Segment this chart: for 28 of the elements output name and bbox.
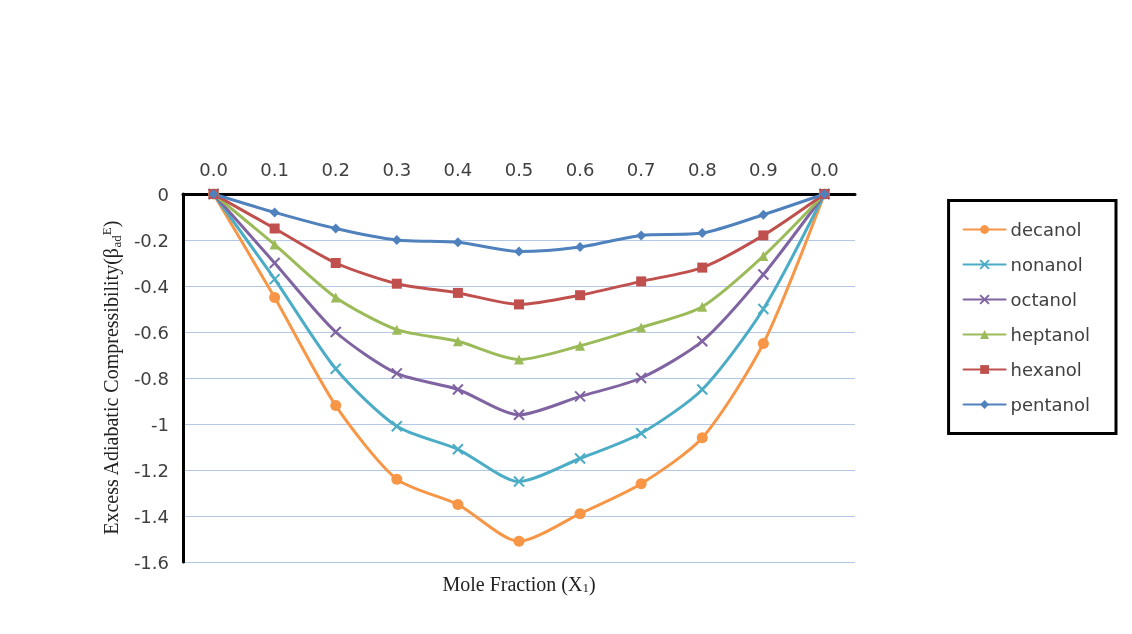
- legend-label: hexanol: [1010, 359, 1082, 380]
- y-tick-label: -1.6: [133, 551, 169, 573]
- x-tick-label: 0.0: [199, 158, 228, 180]
- x-tick-label: 0.1: [260, 158, 289, 180]
- y-tick-label: -0.4: [133, 275, 169, 297]
- legend-label: octanol: [1010, 289, 1077, 310]
- y-tick-label: 0: [157, 183, 169, 205]
- legend-label: decanol: [1010, 219, 1082, 240]
- legend-label: nonanol: [1010, 254, 1083, 275]
- x-tick-label: 0.4: [443, 158, 473, 180]
- x-tick-label: 0.8: [687, 158, 717, 180]
- legend-label: heptanol: [1010, 324, 1090, 345]
- x-tick-label: 0.7: [626, 158, 656, 180]
- y-tick-label: -1.4: [133, 505, 169, 527]
- x-tick-label: 0.5: [504, 158, 534, 180]
- legend-label: pentanol: [1010, 394, 1090, 415]
- y-tick-label: -0.2: [133, 229, 169, 251]
- y-tick-label: -1.2: [133, 459, 169, 481]
- y-tick-label: -0.6: [133, 321, 169, 343]
- x-tick-label: 0.0: [810, 158, 839, 180]
- x-tick-label: 0.6: [565, 158, 595, 180]
- x-axis-title: Mole Fraction (X1): [442, 572, 596, 596]
- x-tick-label: 0.9: [749, 158, 778, 180]
- x-tick-label: 0.3: [382, 158, 412, 180]
- y-tick-label: -1: [151, 413, 169, 435]
- y-axis-title: Excess Adiabatic Compressibility(βadE): [98, 220, 124, 535]
- y-tick-label: -0.8: [133, 367, 169, 389]
- x-tick-label: 0.2: [321, 158, 351, 180]
